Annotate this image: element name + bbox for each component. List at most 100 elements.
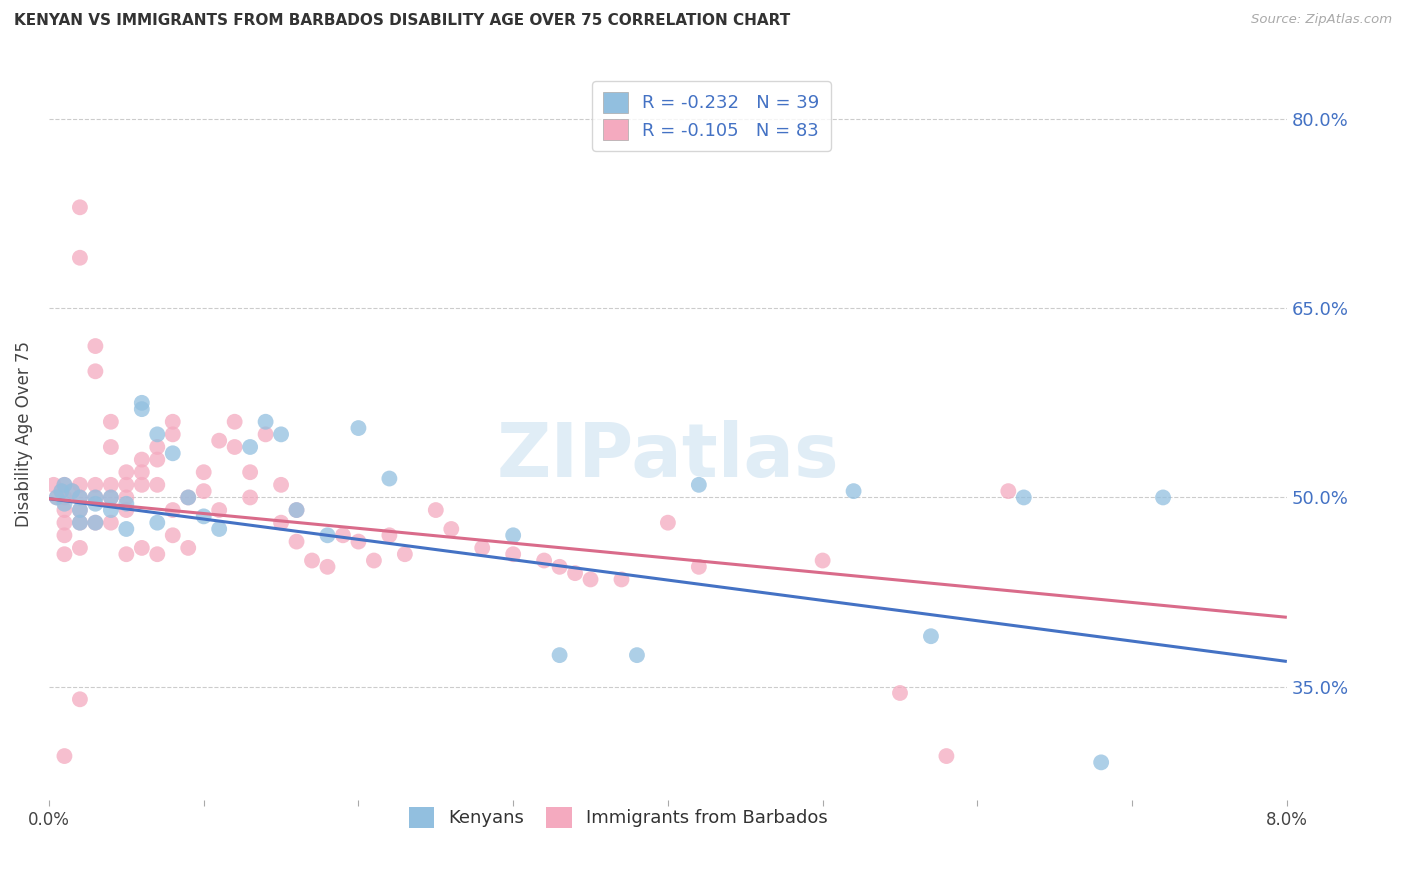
Point: [177, 491, 200, 505]
Point: [935, 749, 957, 764]
Point: [69, 541, 91, 555]
Point: [53, 516, 76, 530]
Point: [440, 522, 463, 536]
Point: [131, 541, 153, 555]
Point: [162, 528, 184, 542]
Point: [131, 452, 153, 467]
Point: [285, 503, 308, 517]
Point: [285, 503, 308, 517]
Point: [100, 516, 122, 530]
Point: [842, 484, 865, 499]
Point: [146, 516, 169, 530]
Point: [533, 553, 555, 567]
Point: [889, 686, 911, 700]
Point: [45, 491, 67, 505]
Point: [301, 553, 323, 567]
Point: [100, 478, 122, 492]
Point: [53, 497, 76, 511]
Point: [363, 553, 385, 567]
Point: [69, 200, 91, 214]
Point: [69, 516, 91, 530]
Point: [84, 497, 107, 511]
Point: [208, 522, 231, 536]
Point: [688, 559, 710, 574]
Point: [162, 446, 184, 460]
Point: [53, 547, 76, 561]
Point: [997, 484, 1019, 499]
Point: [53, 478, 76, 492]
Point: [69, 251, 91, 265]
Point: [177, 491, 200, 505]
Legend: Kenyans, Immigrants from Barbados: Kenyans, Immigrants from Barbados: [402, 800, 835, 835]
Point: [69, 478, 91, 492]
Point: [177, 541, 200, 555]
Point: [84, 516, 107, 530]
Point: [254, 415, 277, 429]
Text: Source: ZipAtlas.com: Source: ZipAtlas.com: [1251, 13, 1392, 27]
Point: [42, 478, 65, 492]
Point: [193, 484, 215, 499]
Point: [60, 484, 83, 499]
Point: [224, 415, 246, 429]
Point: [84, 339, 107, 353]
Point: [69, 692, 91, 706]
Point: [1090, 756, 1112, 770]
Point: [316, 559, 339, 574]
Point: [688, 478, 710, 492]
Text: KENYAN VS IMMIGRANTS FROM BARBADOS DISABILITY AGE OVER 75 CORRELATION CHART: KENYAN VS IMMIGRANTS FROM BARBADOS DISAB…: [14, 13, 790, 29]
Point: [548, 559, 571, 574]
Point: [69, 503, 91, 517]
Point: [502, 528, 524, 542]
Point: [115, 491, 138, 505]
Point: [208, 434, 231, 448]
Point: [1152, 491, 1174, 505]
Point: [53, 491, 76, 505]
Point: [332, 528, 354, 542]
Point: [162, 427, 184, 442]
Point: [69, 516, 91, 530]
Point: [224, 440, 246, 454]
Y-axis label: Disability Age Over 75: Disability Age Over 75: [15, 342, 32, 527]
Point: [657, 516, 679, 530]
Point: [378, 471, 401, 485]
Point: [84, 516, 107, 530]
Point: [115, 478, 138, 492]
Point: [316, 528, 339, 542]
Point: [610, 573, 633, 587]
Point: [69, 491, 91, 505]
Point: [51, 484, 73, 499]
Text: ZIPatlas: ZIPatlas: [496, 420, 839, 492]
Point: [131, 396, 153, 410]
Point: [146, 547, 169, 561]
Point: [115, 503, 138, 517]
Point: [193, 465, 215, 479]
Point: [100, 491, 122, 505]
Point: [100, 440, 122, 454]
Point: [146, 478, 169, 492]
Point: [84, 478, 107, 492]
Point: [347, 534, 370, 549]
Point: [162, 503, 184, 517]
Point: [208, 503, 231, 517]
Point: [115, 547, 138, 561]
Point: [53, 749, 76, 764]
Point: [84, 364, 107, 378]
Point: [53, 478, 76, 492]
Point: [193, 509, 215, 524]
Point: [100, 491, 122, 505]
Point: [69, 491, 91, 505]
Point: [239, 465, 262, 479]
Point: [84, 491, 107, 505]
Point: [115, 497, 138, 511]
Point: [270, 478, 292, 492]
Point: [239, 440, 262, 454]
Point: [502, 547, 524, 561]
Point: [162, 415, 184, 429]
Point: [270, 516, 292, 530]
Point: [69, 503, 91, 517]
Point: [920, 629, 942, 643]
Point: [131, 402, 153, 417]
Point: [146, 440, 169, 454]
Point: [425, 503, 447, 517]
Point: [60, 484, 83, 499]
